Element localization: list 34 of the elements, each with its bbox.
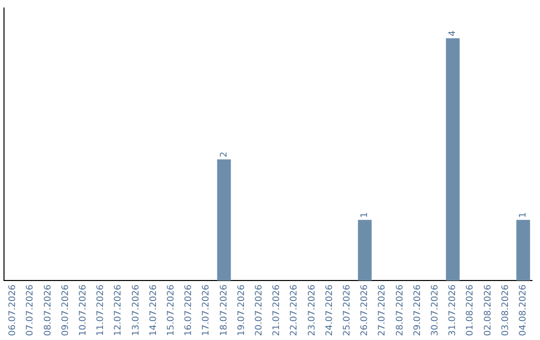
x-tick-label: 24.07.2026: [324, 284, 335, 336]
x-tick-label: 31.07.2026: [448, 284, 458, 336]
x-tick-label: 30.07.2026: [430, 284, 441, 336]
x-tick-label: 29.07.2026: [412, 284, 423, 336]
x-tick-label: 19.07.2026: [236, 284, 247, 336]
x-tick-label: 02.08.2026: [483, 284, 494, 336]
x-tick-label: 04.08.2026: [518, 284, 529, 336]
x-tick-label: 17.07.2026: [202, 284, 212, 336]
x-tick-label: 16.07.2026: [184, 284, 194, 336]
x-tick-label: 27.07.2026: [378, 284, 388, 336]
data-label: 1: [518, 212, 529, 218]
x-tick-label: 03.08.2026: [500, 284, 511, 336]
x-tick-label: 12.07.2026: [114, 284, 124, 336]
x-tick-label: 25.07.2026: [342, 284, 353, 336]
data-label: 1: [360, 212, 370, 218]
data-label: 2: [219, 152, 230, 158]
x-tick-label: 10.07.2026: [78, 284, 89, 336]
x-tick-label: 11.07.2026: [96, 284, 106, 336]
data-label: 4: [448, 30, 458, 36]
x-tick-label: 06.07.2026: [8, 284, 18, 336]
x-tick-label: 22.07.2026: [290, 284, 300, 336]
x-tick-label: 23.07.2026: [307, 284, 318, 336]
x-tick-label: 09.07.2026: [60, 284, 71, 336]
x-tick-label: 13.07.2026: [131, 284, 142, 336]
x-tick-label: 28.07.2026: [395, 284, 406, 336]
x-tick-label: 07.07.2026: [26, 284, 36, 336]
x-tick-label: 01.08.2026: [466, 284, 476, 336]
x-tick-label: 21.07.2026: [272, 284, 282, 336]
x-tick-label: 15.07.2026: [166, 284, 177, 336]
x-tick-label: 26.07.2026: [360, 284, 370, 336]
x-tick-label: 20.07.2026: [254, 284, 265, 336]
x-tick-label: 08.07.2026: [43, 284, 54, 336]
x-tick-label: 18.07.2026: [219, 284, 230, 336]
x-tick-label: 14.07.2026: [148, 284, 159, 336]
